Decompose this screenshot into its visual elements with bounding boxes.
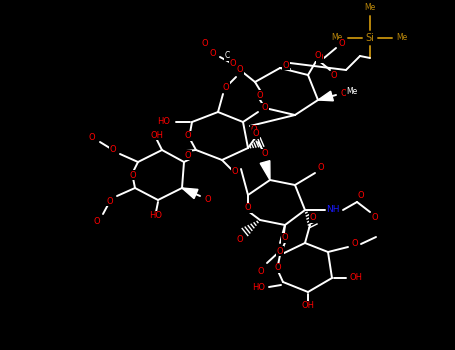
Text: O: O	[94, 217, 100, 226]
Text: Me: Me	[331, 34, 343, 42]
Text: O: O	[237, 236, 243, 245]
Text: O: O	[210, 49, 216, 58]
Text: O: O	[251, 126, 258, 134]
Text: O: O	[232, 168, 238, 176]
Text: O: O	[106, 196, 113, 205]
Text: O: O	[237, 65, 243, 75]
Text: O: O	[253, 130, 259, 139]
Text: O: O	[372, 214, 378, 223]
Text: Me: Me	[364, 4, 376, 13]
Text: O: O	[262, 149, 268, 159]
Text: O: O	[89, 133, 95, 142]
Text: O: O	[331, 71, 337, 80]
Text: O: O	[185, 150, 191, 160]
Text: Si: Si	[365, 33, 374, 43]
Text: OH: OH	[151, 131, 163, 140]
Text: O: O	[315, 51, 321, 61]
Text: O: O	[245, 203, 251, 212]
Polygon shape	[182, 188, 198, 198]
Text: O: O	[282, 233, 288, 243]
Text: Me: Me	[396, 34, 408, 42]
Text: O: O	[339, 40, 345, 49]
Polygon shape	[318, 91, 334, 101]
Text: O: O	[277, 246, 283, 256]
Text: O: O	[202, 40, 208, 49]
Text: O: O	[258, 266, 264, 275]
Text: HO: HO	[150, 211, 162, 220]
Text: O: O	[262, 104, 268, 112]
Text: HO: HO	[252, 282, 265, 292]
Text: O: O	[310, 214, 316, 223]
Text: O: O	[358, 191, 364, 201]
Text: O: O	[222, 83, 229, 91]
Text: O: O	[275, 264, 281, 273]
Text: O: O	[317, 54, 324, 63]
Text: O: O	[257, 91, 263, 99]
Text: O: O	[130, 170, 136, 180]
Text: NH: NH	[326, 205, 340, 215]
Text: O: O	[205, 196, 211, 204]
Text: HO: HO	[157, 118, 170, 126]
Text: OH: OH	[350, 273, 363, 282]
Text: O: O	[283, 61, 289, 70]
Text: O: O	[341, 89, 347, 98]
Text: OH: OH	[302, 301, 314, 310]
Text: O: O	[230, 60, 236, 69]
Text: O: O	[185, 132, 191, 140]
Text: O: O	[110, 146, 116, 154]
Text: Me: Me	[346, 86, 358, 96]
Polygon shape	[260, 161, 270, 180]
Text: C: C	[224, 51, 230, 61]
Text: O: O	[352, 239, 359, 248]
Text: O: O	[318, 162, 324, 172]
